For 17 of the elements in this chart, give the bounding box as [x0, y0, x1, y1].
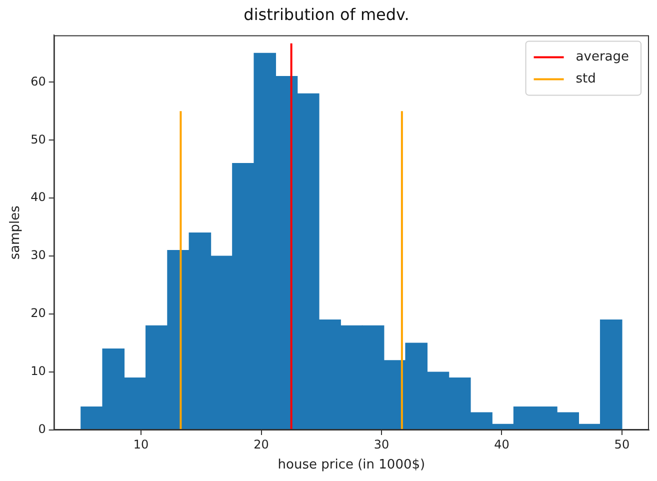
x-tick-label: 30: [374, 437, 390, 452]
y-tick-label: 20: [30, 306, 46, 320]
y-tick-label: 10: [30, 364, 46, 378]
x-tick-label: 50: [614, 437, 630, 452]
x-tick-label: 10: [133, 437, 149, 452]
y-tick-label: 50: [30, 132, 46, 146]
y-axis-title: samples: [8, 205, 24, 260]
x-tick-label: 40: [494, 437, 510, 452]
y-tick-label: 30: [30, 248, 46, 262]
x-axis-title: house price (in 1000$): [278, 458, 426, 473]
y-tick-label: 0: [38, 422, 46, 436]
legend-label: average: [576, 50, 629, 65]
chart-title: distribution of medv.: [244, 4, 410, 24]
y-tick-label: 40: [30, 190, 46, 204]
legend-label: std: [576, 72, 596, 87]
y-tick-label: 60: [30, 74, 46, 88]
x-tick-label: 20: [254, 437, 269, 452]
